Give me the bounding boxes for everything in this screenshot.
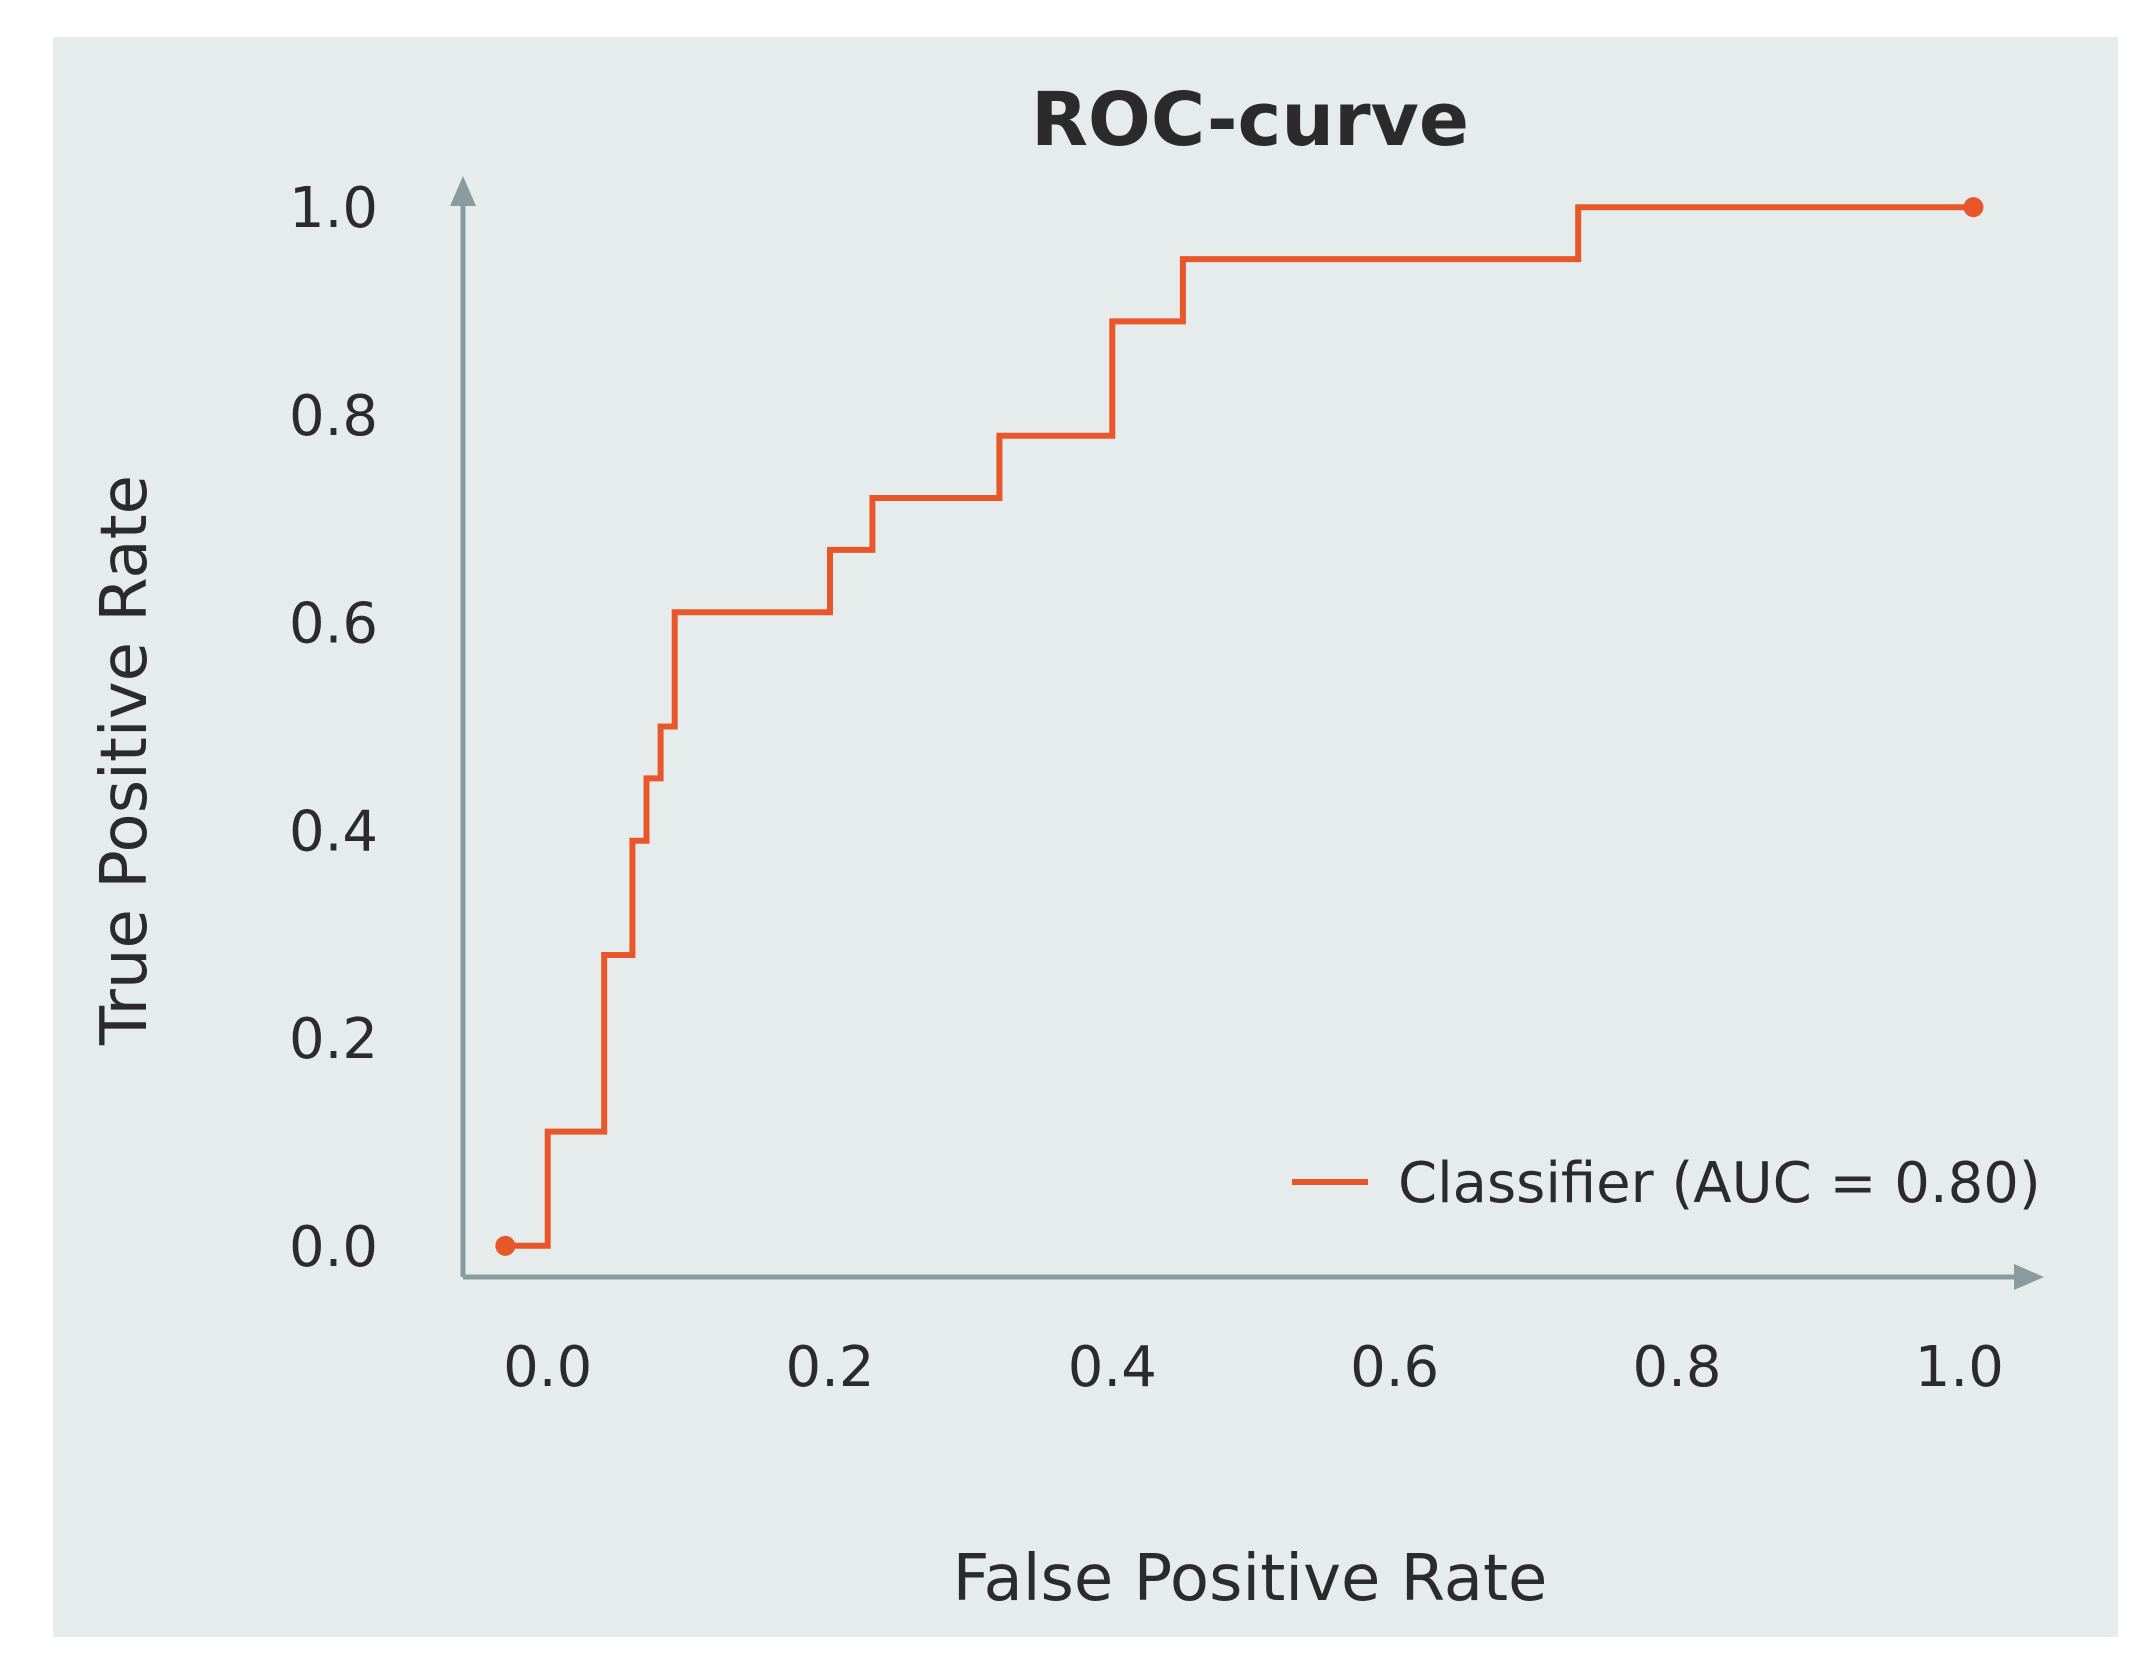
x-tick-label: 0.4 <box>1068 1335 1157 1400</box>
legend: Classifier (AUC = 0.80) <box>1292 1151 2041 1216</box>
y-tick-label: 0.8 <box>289 384 378 449</box>
series-layer <box>495 197 1984 1256</box>
x-tick-label: 0.0 <box>503 1335 592 1400</box>
y-tick-label: 1.0 <box>289 176 378 241</box>
x-tick-labels: 0.0 0.2 0.4 0.6 0.8 1.0 <box>503 1335 2004 1400</box>
legend-label: Classifier (AUC = 0.80) <box>1398 1151 2041 1216</box>
curve-end-point <box>1963 197 1984 218</box>
x-tick-label: 0.2 <box>785 1335 874 1400</box>
curve-start-point <box>495 1235 516 1256</box>
y-tick-label: 0.6 <box>289 592 378 657</box>
x-tick-label: 0.6 <box>1350 1335 1439 1400</box>
x-tick-label: 0.8 <box>1632 1335 1721 1400</box>
x-axis <box>463 1264 2044 1290</box>
x-tick-label: 1.0 <box>1915 1335 2004 1400</box>
roc-curve-line <box>505 204 1974 1249</box>
x-axis-arrow <box>2014 1264 2044 1290</box>
y-tick-label: 0.0 <box>289 1215 378 1280</box>
x-axis-label: False Positive Rate <box>953 1542 1548 1616</box>
chart-background <box>53 37 2118 1637</box>
y-axis-arrow <box>450 176 476 206</box>
y-tick-label: 0.2 <box>289 1007 378 1072</box>
y-axis-label: True Positive Rate <box>88 475 162 1046</box>
y-tick-label: 0.4 <box>289 799 378 864</box>
chart-title: ROC-curve <box>1031 77 1469 163</box>
y-tick-labels: 0.0 0.2 0.4 0.6 0.8 1.0 <box>289 176 378 1280</box>
y-axis <box>450 176 476 1277</box>
